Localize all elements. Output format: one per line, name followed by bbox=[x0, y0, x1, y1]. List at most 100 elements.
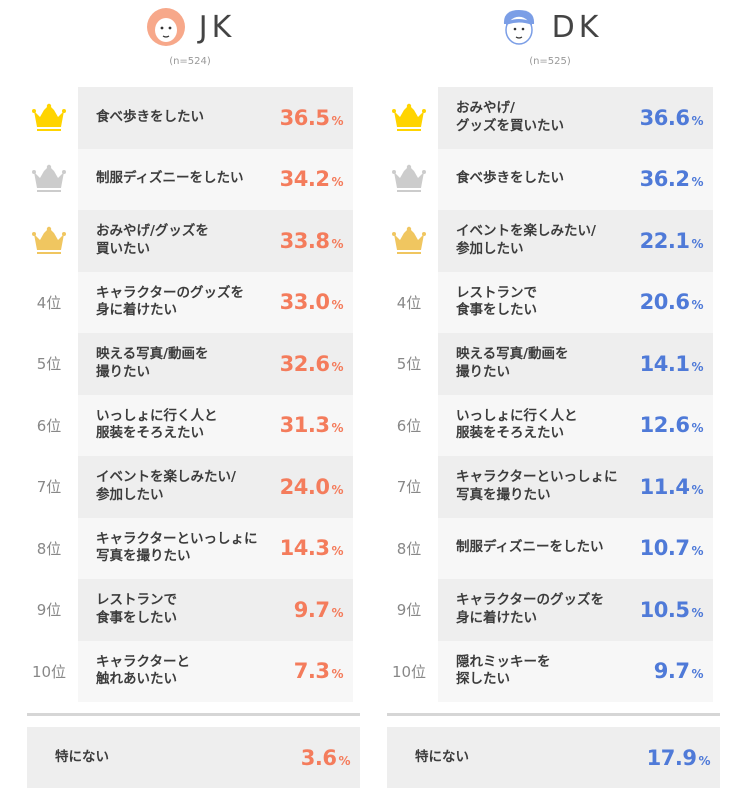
item-value: 10.7% bbox=[639, 536, 704, 561]
dk-title: DK bbox=[551, 9, 603, 45]
none-label: 特にない bbox=[55, 748, 109, 765]
none-label: 特にない bbox=[415, 748, 469, 765]
item-label: キャラクターと 触れあいたい bbox=[96, 653, 190, 688]
ranking-row: 9位 キャラクターのグッズを 身に着けたい 10.5% bbox=[380, 579, 720, 641]
rank-label: 4位 bbox=[396, 293, 422, 312]
ranking-row: 4位 レストランで 食事をしたい 20.6% bbox=[380, 271, 720, 333]
ranking-row: おみやげ/ グッズを買いたい 36.6% bbox=[380, 87, 720, 149]
jk-title: JK bbox=[198, 9, 236, 45]
item-label: 制服ディズニーをしたい bbox=[456, 539, 604, 556]
none-value: 17.9% bbox=[646, 745, 711, 770]
ranking-row: 食べ歩きをしたい 36.5% bbox=[20, 87, 360, 149]
rank-label: 8位 bbox=[396, 539, 422, 558]
rank-label: 8位 bbox=[36, 539, 62, 558]
item-value: 14.3% bbox=[279, 536, 344, 561]
dk-sample-size: (n=525) bbox=[529, 56, 571, 67]
item-label: イベントを楽しみたい/ 参加したい bbox=[96, 469, 236, 503]
item-value: 32.6% bbox=[279, 351, 344, 376]
item-value: 33.0% bbox=[279, 290, 344, 315]
item-label: 食べ歩きをしたい bbox=[456, 170, 564, 187]
jk-none-row: 特にない 3.6% bbox=[27, 727, 360, 788]
item-label: キャラクターといっしょに 写真を撮りたい bbox=[96, 530, 258, 565]
item-value: 9.7% bbox=[293, 597, 344, 622]
item-label: 映える写真/動画を 撮りたい bbox=[456, 346, 569, 380]
jk-divider bbox=[27, 713, 360, 716]
item-label: 制服ディズニーをしたい bbox=[96, 170, 244, 187]
jk-panel: JK (n=524) 食べ歩きをしたい 36.5% 制服ディズニーをしたい 34.2… bbox=[20, 0, 360, 702]
jk-header: JK (n=524) bbox=[20, 0, 360, 87]
ranking-row: 6位 いっしょに行く人と 服装をそろえたい 31.3% bbox=[20, 394, 360, 456]
item-value: 20.6% bbox=[639, 290, 704, 315]
rank-label: 5位 bbox=[36, 355, 62, 374]
item-label: イベントを楽しみたい/ 参加したい bbox=[456, 223, 596, 257]
item-value: 36.2% bbox=[639, 167, 704, 192]
item-value: 11.4% bbox=[639, 474, 704, 499]
ranking-row: 4位 キャラクターのグッズを 身に着けたい 33.0% bbox=[20, 271, 360, 333]
bronze-crown-icon bbox=[391, 226, 427, 256]
ranking-row: 7位 キャラクターといっしょに 写真を撮りたい 11.4% bbox=[380, 456, 720, 518]
ranking-row: 10位 隠れミッキーを 探したい 9.7% bbox=[380, 640, 720, 702]
item-label: キャラクターのグッズを 身に着けたい bbox=[96, 284, 244, 319]
rank-label: 5位 bbox=[396, 355, 422, 374]
item-label: 映える写真/動画を 撮りたい bbox=[96, 346, 209, 380]
jk-sample-size: (n=524) bbox=[169, 56, 211, 67]
item-label: いっしょに行く人と 服装をそろえたい bbox=[96, 407, 218, 442]
item-label: 食べ歩きをしたい bbox=[96, 108, 204, 125]
item-value: 7.3% bbox=[293, 659, 344, 684]
rank-label: 6位 bbox=[36, 416, 62, 435]
rank-label: 10位 bbox=[391, 662, 427, 681]
rank-label: 7位 bbox=[36, 478, 62, 497]
ranking-row: おみやげ/グッズを 買いたい 33.8% bbox=[20, 210, 360, 272]
ranking-row: 8位 制服ディズニーをしたい 10.7% bbox=[380, 517, 720, 579]
item-value: 10.5% bbox=[639, 597, 704, 622]
item-label: おみやげ/グッズを 買いたい bbox=[96, 223, 209, 257]
item-value: 31.3% bbox=[279, 413, 344, 438]
rank-label: 7位 bbox=[396, 478, 422, 497]
item-label: キャラクターのグッズを 身に着けたい bbox=[456, 592, 604, 626]
ranking-row: 制服ディズニーをしたい 34.2% bbox=[20, 148, 360, 210]
item-label: おみやげ/ グッズを買いたい bbox=[456, 100, 564, 134]
ranking-row: 7位 イベントを楽しみたい/ 参加したい 24.0% bbox=[20, 456, 360, 518]
bronze-crown-icon bbox=[31, 226, 67, 256]
item-label: いっしょに行く人と 服装をそろえたい bbox=[456, 407, 578, 442]
ranking-row: 5位 映える写真/動画を 撮りたい 14.1% bbox=[380, 333, 720, 395]
item-value: 34.2% bbox=[279, 167, 344, 192]
ranking-row: 6位 いっしょに行く人と 服装をそろえたい 12.6% bbox=[380, 394, 720, 456]
item-value: 36.6% bbox=[639, 105, 704, 130]
girl-avatar-icon bbox=[146, 8, 185, 46]
gold-crown-icon bbox=[391, 103, 427, 133]
gold-crown-icon bbox=[31, 103, 67, 133]
item-label: キャラクターといっしょに 写真を撮りたい bbox=[456, 469, 618, 503]
silver-crown-icon bbox=[31, 164, 67, 194]
dk-ranking-list: おみやげ/ グッズを買いたい 36.6% 食べ歩きをしたい 36.2% イベントを楽… bbox=[380, 87, 720, 702]
ranking-row: イベントを楽しみたい/ 参加したい 22.1% bbox=[380, 210, 720, 272]
dk-none-row: 特にない 17.9% bbox=[387, 727, 720, 788]
item-value: 22.1% bbox=[639, 228, 704, 253]
rank-label: 9位 bbox=[36, 601, 62, 620]
item-value: 14.1% bbox=[639, 351, 704, 376]
ranking-row: 8位 キャラクターといっしょに 写真を撮りたい 14.3% bbox=[20, 517, 360, 579]
ranking-row: 9位 レストランで 食事をしたい 9.7% bbox=[20, 579, 360, 641]
boy-avatar-icon bbox=[503, 10, 534, 45]
dk-divider bbox=[387, 713, 720, 716]
none-value: 3.6% bbox=[300, 745, 351, 770]
item-value: 33.8% bbox=[279, 228, 344, 253]
item-label: レストランで 食事をしたい bbox=[96, 592, 177, 626]
dk-header: DK (n=525) bbox=[380, 0, 720, 87]
rank-label: 6位 bbox=[396, 416, 422, 435]
item-label: レストランで 食事をしたい bbox=[456, 284, 537, 319]
rank-label: 9位 bbox=[396, 601, 422, 620]
ranking-row: 5位 映える写真/動画を 撮りたい 32.6% bbox=[20, 333, 360, 395]
item-value: 12.6% bbox=[639, 413, 704, 438]
item-value: 9.7% bbox=[653, 659, 704, 684]
item-label: 隠れミッキーを 探したい bbox=[456, 653, 551, 688]
ranking-row: 10位 キャラクターと 触れあいたい 7.3% bbox=[20, 640, 360, 702]
silver-crown-icon bbox=[391, 164, 427, 194]
dk-panel: DK (n=525) おみやげ/ グッズを買いたい 36.6% 食べ歩きをしたい 3… bbox=[380, 0, 720, 702]
jk-ranking-list: 食べ歩きをしたい 36.5% 制服ディズニーをしたい 34.2% おみやげ/グッズを… bbox=[20, 87, 360, 702]
item-value: 36.5% bbox=[279, 105, 344, 130]
ranking-row: 食べ歩きをしたい 36.2% bbox=[380, 148, 720, 210]
rank-label: 4位 bbox=[36, 293, 62, 312]
item-value: 24.0% bbox=[279, 474, 344, 499]
rank-label: 10位 bbox=[31, 662, 67, 681]
